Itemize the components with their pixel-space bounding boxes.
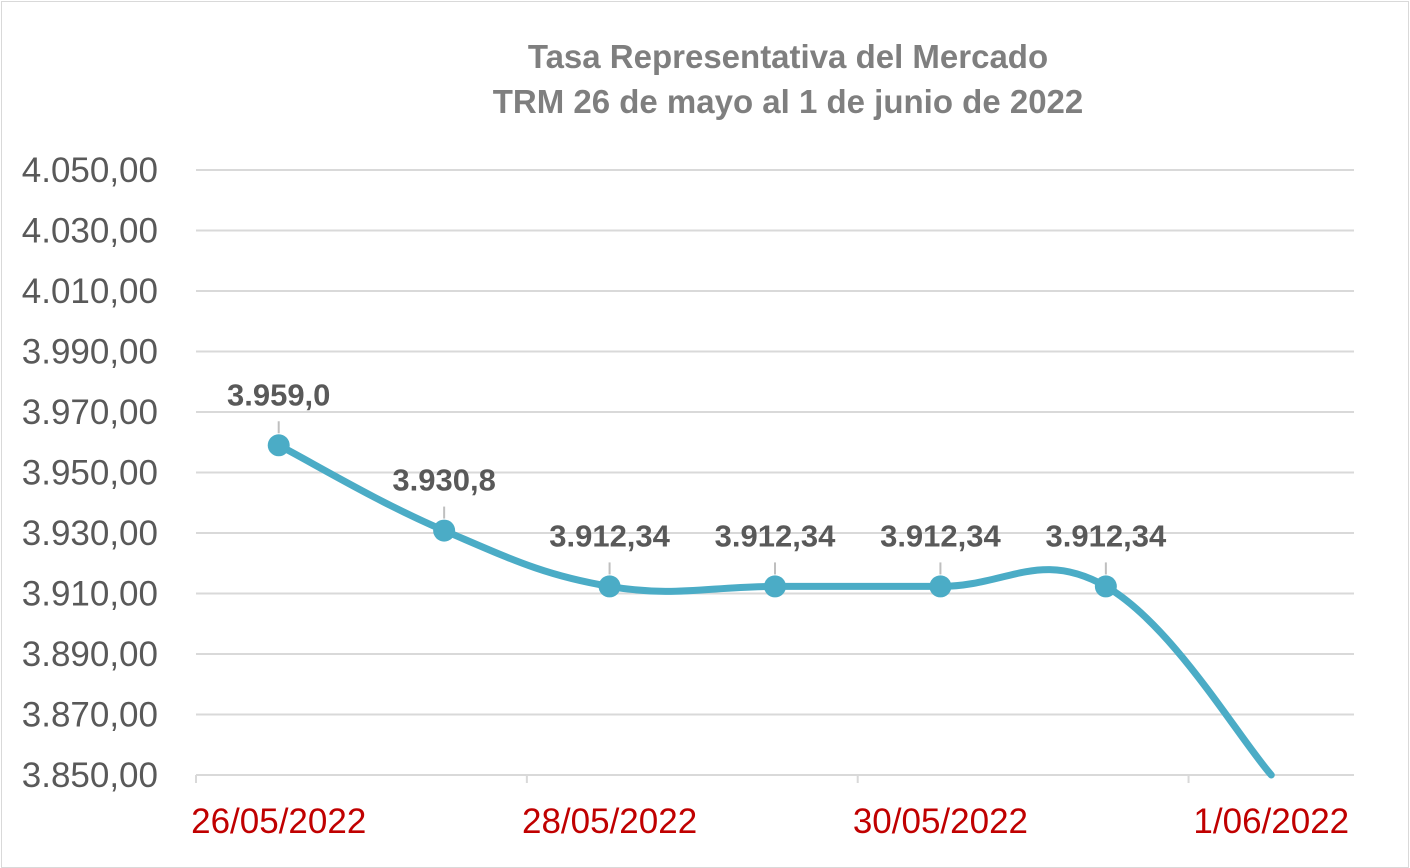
data-point[interactable] bbox=[598, 575, 621, 598]
x-tick-label: 30/05/2022 bbox=[853, 802, 1028, 841]
gridlines bbox=[196, 169, 1354, 776]
chart-title-line-1: Tasa Representativa del Mercado bbox=[528, 38, 1048, 75]
data-point[interactable] bbox=[433, 519, 456, 542]
series-trm bbox=[267, 434, 1275, 779]
data-point[interactable] bbox=[267, 434, 290, 457]
data-point[interactable] bbox=[929, 575, 952, 598]
y-tick-label: 3.950,00 bbox=[22, 454, 158, 493]
data-labels: 3.959,0 3.930,8 3.912,34 3.912,34 3.912,34 3.… bbox=[227, 377, 1167, 575]
y-tick-label: 3.930,00 bbox=[22, 514, 158, 553]
data-label: 3.959,0 bbox=[227, 377, 330, 412]
y-tick-label: 3.990,00 bbox=[22, 333, 158, 372]
data-point[interactable] bbox=[1094, 575, 1117, 598]
x-tick-label: 1/06/2022 bbox=[1193, 802, 1349, 841]
data-label: 3.930,8 bbox=[392, 463, 495, 498]
x-axis: 26/05/2022 28/05/2022 30/05/2022 1/06/2022 bbox=[191, 775, 1349, 841]
x-tick-label: 28/05/2022 bbox=[522, 802, 697, 841]
data-label: 3.912,34 bbox=[880, 518, 1001, 553]
y-tick-label: 4.030,00 bbox=[22, 212, 158, 251]
y-tick-label: 4.050,00 bbox=[22, 151, 158, 190]
data-point[interactable] bbox=[764, 575, 786, 598]
data-label: 3.912,34 bbox=[715, 518, 836, 553]
y-tick-label: 4.010,00 bbox=[22, 272, 158, 311]
y-tick-label: 3.890,00 bbox=[22, 635, 158, 674]
y-tick-label: 3.850,00 bbox=[22, 756, 158, 795]
chart-title-line-2: TRM 26 de mayo al 1 de junio de 2022 bbox=[493, 83, 1084, 120]
y-axis-tick-labels: 4.050,00 4.030,00 4.010,00 3.990,00 3.970,00… bbox=[22, 151, 158, 795]
y-tick-label: 3.970,00 bbox=[22, 393, 158, 432]
y-tick-label: 3.870,00 bbox=[22, 696, 158, 735]
x-tick-label: 26/05/2022 bbox=[191, 802, 366, 841]
data-label: 3.912,34 bbox=[1046, 518, 1167, 553]
data-label: 3.912,34 bbox=[549, 518, 670, 553]
y-tick-label: 3.910,00 bbox=[22, 575, 158, 614]
